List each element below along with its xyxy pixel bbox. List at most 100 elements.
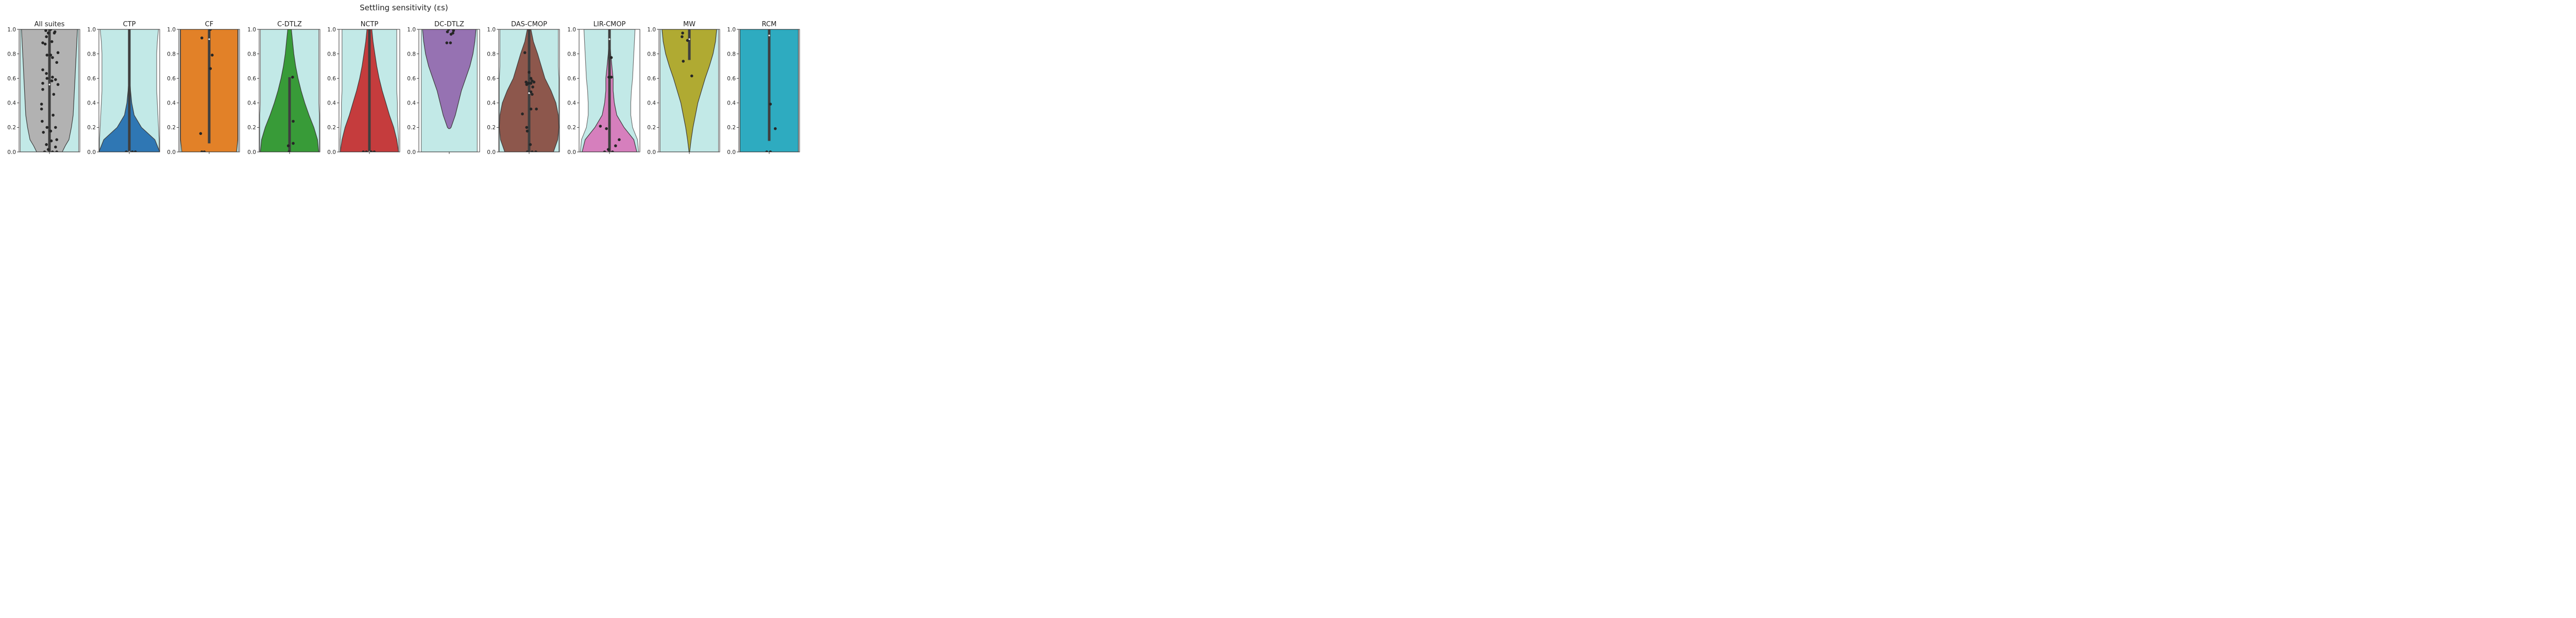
- data-point: [535, 107, 538, 111]
- data-point: [53, 30, 57, 33]
- y-tick-label: 0.8: [647, 51, 656, 57]
- data-point: [690, 74, 693, 78]
- data-point: [55, 61, 58, 64]
- data-point: [529, 143, 532, 146]
- data-point: [44, 29, 47, 32]
- y-tick-label: 0.4: [567, 100, 576, 107]
- panel-title: CTP: [123, 21, 136, 28]
- data-point: [447, 29, 450, 31]
- violin-body: [422, 29, 477, 129]
- data-point: [452, 29, 455, 32]
- y-tick-label: 0.0: [407, 149, 416, 156]
- y-tick-label: 0.6: [567, 76, 576, 82]
- panel-title: MW: [683, 21, 696, 28]
- y-tick-label: 0.2: [247, 125, 256, 131]
- y-tick-label: 0.0: [487, 149, 496, 156]
- panel: 0.0 0.2 0.4 0.6 0.8 1.0 MW: [647, 21, 720, 156]
- y-tick-label: 0.8: [327, 51, 336, 57]
- data-point: [618, 138, 621, 142]
- y-tick-label: 0.2: [407, 125, 416, 131]
- median-marker: [768, 35, 770, 37]
- data-point: [51, 76, 54, 79]
- data-point: [609, 56, 613, 59]
- data-point: [609, 76, 613, 79]
- y-tick-label: 0.0: [567, 149, 576, 156]
- data-point: [526, 150, 529, 152]
- data-point: [605, 127, 608, 130]
- y-tick-label: 0.2: [7, 125, 16, 131]
- y-tick-label: 0.6: [247, 76, 256, 82]
- data-point: [523, 51, 527, 55]
- data-point: [42, 131, 45, 134]
- y-tick-label: 0.6: [487, 76, 496, 82]
- panels-group: 0.0 0.2 0.4 0.6 0.8 1.0 All suites 0.0 0.2 0.4 0.6…: [7, 21, 800, 156]
- y-tick-label: 0.6: [167, 76, 176, 82]
- y-tick-label: 0.0: [647, 149, 656, 156]
- data-point: [599, 125, 602, 128]
- y-tick-label: 1.0: [87, 27, 96, 33]
- y-tick-label: 0.6: [647, 76, 656, 82]
- data-point: [446, 30, 449, 33]
- y-tick-label: 0.4: [487, 100, 496, 107]
- data-point: [54, 78, 57, 81]
- median-marker: [48, 83, 50, 85]
- panel: 0.0 0.2 0.4 0.6 0.8 1.0 C-DTLZ: [247, 21, 320, 156]
- data-point: [45, 54, 49, 57]
- panel: 0.0 0.2 0.4 0.6 0.8 1.0 LIR-CMOP: [567, 21, 640, 156]
- panel-title: RCM: [762, 21, 777, 28]
- y-tick-label: 1.0: [327, 27, 336, 33]
- data-point: [40, 102, 43, 106]
- y-tick-label: 0.4: [247, 100, 256, 107]
- data-point: [41, 88, 44, 91]
- panel: 0.0 0.2 0.4 0.6 0.8 1.0 DAS-CMOP: [487, 21, 560, 156]
- data-point: [209, 67, 212, 70]
- y-tick-label: 1.0: [167, 27, 176, 33]
- y-tick-label: 0.2: [487, 125, 496, 131]
- y-tick-label: 0.4: [327, 100, 336, 107]
- data-point: [40, 107, 43, 111]
- data-point: [55, 138, 58, 142]
- data-point: [41, 41, 44, 44]
- data-point: [525, 126, 529, 129]
- panel-title: All suites: [35, 21, 65, 28]
- y-tick-label: 0.8: [567, 51, 576, 57]
- y-tick-label: 0.4: [87, 100, 96, 107]
- panel-title: LIR-CMOP: [594, 21, 626, 28]
- plot-area: [580, 29, 639, 152]
- figure: Settling sensitivity (εs) 0.00.20.40.60.…: [0, 0, 808, 162]
- panel: 0.0 0.2 0.4 0.6 0.8 1.0 RCM: [727, 21, 800, 156]
- y-tick-label: 0.8: [727, 51, 736, 57]
- data-point: [50, 40, 54, 43]
- data-point: [369, 150, 373, 152]
- panel-title: NCTP: [361, 21, 379, 28]
- data-point: [56, 83, 60, 86]
- panel: 0.0 0.2 0.4 0.6 0.8 1.0 All suites: [7, 21, 80, 156]
- data-point: [55, 150, 58, 152]
- y-tick-label: 1.0: [247, 27, 256, 33]
- data-point: [365, 150, 368, 152]
- y-tick-label: 0.8: [487, 51, 496, 57]
- data-point: [287, 150, 291, 152]
- data-point: [200, 150, 204, 152]
- y-tick-label: 1.0: [727, 27, 736, 33]
- data-point: [607, 76, 611, 79]
- y-tick-label: 0.8: [247, 51, 256, 57]
- data-point: [529, 77, 533, 80]
- y-tick-label: 0.4: [167, 100, 176, 107]
- data-point: [531, 150, 534, 152]
- y-tick-label: 0.6: [407, 76, 416, 82]
- panel: 0.0 0.2 0.4 0.6 0.8 1.0 NCTP: [327, 21, 400, 156]
- data-point: [528, 71, 531, 74]
- data-point: [526, 129, 529, 133]
- data-point: [46, 148, 50, 151]
- data-point: [292, 142, 295, 145]
- panel-title: DC-DTLZ: [434, 21, 464, 28]
- data-point: [765, 150, 769, 152]
- panel-title: CF: [205, 21, 214, 28]
- data-point: [43, 42, 47, 46]
- data-point: [202, 150, 206, 152]
- data-point: [51, 150, 54, 152]
- data-point: [449, 32, 453, 36]
- data-point: [681, 31, 684, 35]
- y-tick-label: 1.0: [567, 27, 576, 33]
